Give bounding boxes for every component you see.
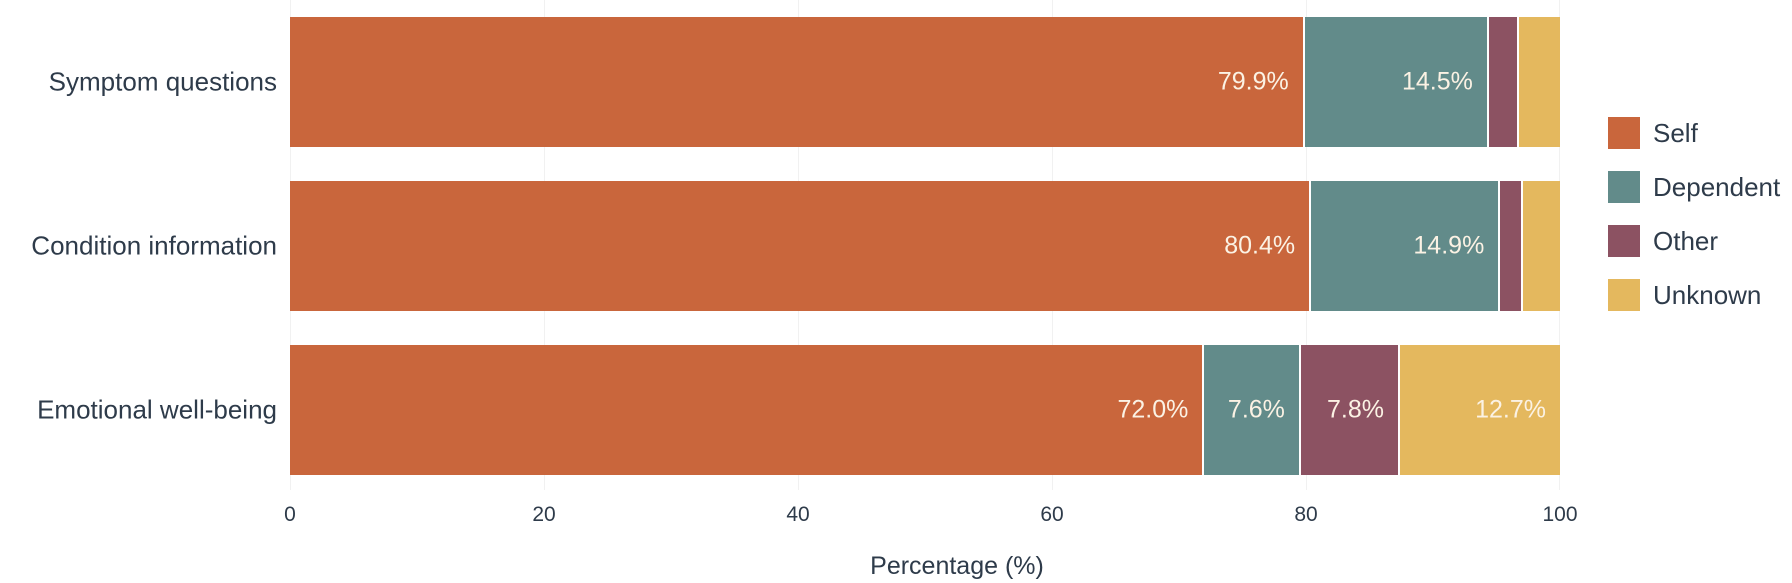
segment-dependent: 7.6% <box>1204 345 1301 475</box>
bar-emotional-well-being: 72.0% 7.6% 7.8% 12.7% <box>290 345 1560 475</box>
legend-item-dependent: Dependent <box>1608 171 1780 203</box>
legend-item-unknown: Unknown <box>1608 279 1761 311</box>
legend-swatch-other <box>1608 225 1640 257</box>
segment-self: 80.4% <box>290 181 1312 311</box>
y-label-condition-information: Condition information <box>31 230 277 261</box>
plot-area: 79.9% 14.5% 80.4% 14.9% 72.0% <box>290 0 1560 490</box>
x-tick-60: 60 <box>1040 503 1064 526</box>
segment-value-label: 7.6% <box>1227 395 1285 424</box>
legend-item-other: Other <box>1608 225 1718 257</box>
segment-unknown <box>1523 181 1560 311</box>
segment-value-label: 7.8% <box>1326 395 1384 424</box>
segment-value-label: 14.9% <box>1413 231 1485 260</box>
y-label-emotional-well-being: Emotional well-being <box>37 394 277 425</box>
segment-other <box>1500 181 1524 311</box>
segment-self: 72.0% <box>290 345 1205 475</box>
y-label-symptom-questions: Symptom questions <box>48 66 277 97</box>
segment-self: 79.9% <box>290 17 1305 147</box>
bar-symptom-questions: 79.9% 14.5% <box>290 17 1560 147</box>
segment-unknown: 12.7% <box>1399 345 1560 475</box>
x-tick-80: 80 <box>1294 503 1318 526</box>
legend-swatch-dependent <box>1608 171 1640 203</box>
legend-swatch-self <box>1608 117 1640 149</box>
segment-other: 7.8% <box>1300 345 1400 475</box>
segment-other <box>1488 17 1520 147</box>
segment-dependent: 14.9% <box>1311 181 1501 311</box>
legend-item-self: Self <box>1608 117 1698 149</box>
x-tick-20: 20 <box>532 503 556 526</box>
segment-value-label: 72.0% <box>1117 395 1189 424</box>
segment-dependent: 14.5% <box>1304 17 1489 147</box>
segment-value-label: 12.7% <box>1475 395 1546 424</box>
x-tick-40: 40 <box>786 503 810 526</box>
legend-label: Unknown <box>1653 279 1762 310</box>
legend-label: Other <box>1653 225 1719 256</box>
bar-condition-information: 80.4% 14.9% <box>290 181 1560 311</box>
x-tick-0: 0 <box>284 503 296 526</box>
legend-swatch-unknown <box>1608 279 1640 311</box>
segment-value-label: 14.5% <box>1401 67 1473 96</box>
segment-value-label: 80.4% <box>1224 231 1296 260</box>
x-axis-title: Percentage (%) <box>870 552 1044 580</box>
segment-unknown <box>1519 17 1560 147</box>
legend-label: Self <box>1653 117 1698 148</box>
x-tick-100: 100 <box>1542 503 1578 526</box>
segment-value-label: 79.9% <box>1217 67 1289 96</box>
legend-label: Dependent <box>1653 171 1781 202</box>
